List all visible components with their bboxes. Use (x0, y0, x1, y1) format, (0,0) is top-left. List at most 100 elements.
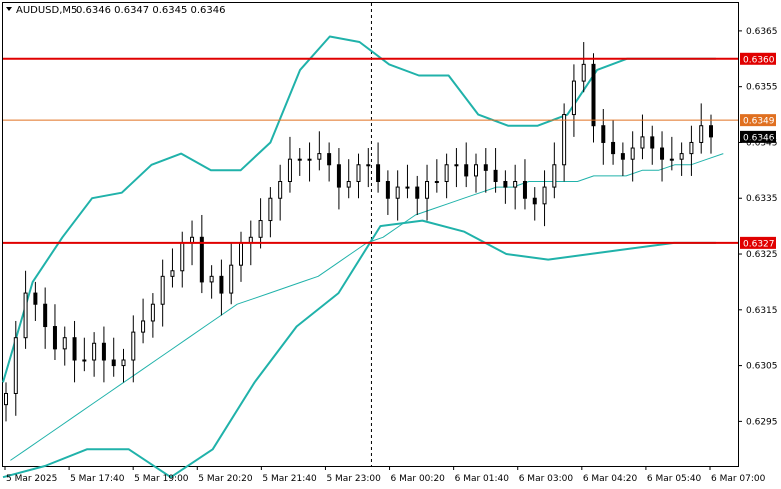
candle-body (562, 114, 567, 166)
candle-body (336, 164, 341, 188)
y-tick-label: 0.6345 (746, 138, 778, 148)
candle-body (219, 275, 224, 294)
price-level-tag (740, 236, 776, 249)
y-tick-label: 0.6365 (746, 27, 778, 37)
candle-body (307, 158, 312, 161)
x-tick-label: 5 Mar 21:40 (262, 474, 317, 484)
candle-body (650, 136, 655, 149)
x-tick-label: 5 Mar 20:20 (198, 474, 253, 484)
x-tick-label: 6 Mar 04:20 (583, 474, 638, 484)
candle-body (571, 80, 576, 116)
bollinger-lower-line (2, 219, 716, 479)
candle-body (709, 125, 713, 138)
x-tick-label: 6 Mar 00:20 (391, 474, 446, 484)
candle-body (346, 181, 351, 188)
candle-body (454, 164, 459, 167)
candle-body (82, 359, 87, 362)
candle-body (611, 141, 616, 155)
candle-body (581, 63, 586, 82)
x-tick-label: 5 Mar 19:00 (134, 474, 189, 484)
candle-body (297, 158, 302, 161)
candle-body (669, 158, 674, 161)
candle-body (591, 63, 596, 127)
candle-body (287, 158, 292, 183)
candle-body (356, 164, 361, 183)
candle-body (72, 337, 77, 361)
candle-body (640, 136, 645, 149)
candle-body (503, 181, 508, 188)
x-tick-label: 6 Mar 03:00 (519, 474, 574, 484)
candle-body (620, 153, 625, 160)
candle-body (444, 164, 449, 183)
candle-body (552, 164, 557, 188)
candle-body (630, 147, 635, 160)
candle-body (141, 320, 146, 333)
current-price-label: 0.6346 (743, 133, 775, 143)
candle-body (660, 147, 665, 160)
price-level-tag (740, 52, 776, 65)
candle-body (92, 342, 97, 361)
candle-body (121, 359, 126, 367)
candle-body (532, 197, 537, 205)
candle-body (493, 169, 498, 183)
y-tick-label: 0.6315 (746, 306, 778, 316)
current-price-tag (740, 130, 776, 143)
x-tick-label: 5 Mar 17:40 (70, 474, 125, 484)
candle-body (522, 181, 527, 199)
candle-body (268, 197, 273, 222)
candle-body (62, 337, 67, 350)
candle-body (209, 275, 214, 283)
candle-body (111, 359, 116, 367)
candle-body (170, 270, 175, 277)
ohlc-readout: 0.6346 0.6347 0.6345 0.6346 (76, 5, 226, 16)
candle-body (474, 164, 478, 177)
x-tick-label: 5 Mar 23:00 (326, 474, 381, 484)
candle-body (13, 337, 18, 394)
candle-body (395, 186, 400, 199)
bollinger-upper-line (2, 35, 716, 383)
candle-body (376, 164, 381, 183)
candle-body (689, 141, 694, 155)
plot-frame (2, 2, 739, 467)
candle-body (278, 181, 283, 199)
candle-body (131, 331, 136, 361)
triangle-down-icon[interactable] (6, 7, 12, 11)
price-level-label: 0.6349 (743, 117, 775, 127)
x-tick-label: 6 Mar 05:40 (647, 474, 702, 484)
y-tick-label: 0.6335 (746, 194, 778, 204)
symbol-label: AUDUSD,M5 (16, 5, 77, 16)
price-level-label: 0.6327 (743, 239, 775, 249)
candle-body (33, 292, 38, 305)
candle-body (513, 181, 518, 188)
candle-body (385, 181, 390, 199)
candle-body (239, 242, 243, 266)
y-tick-label: 0.6295 (746, 417, 778, 427)
x-tick-label: 6 Mar 01:40 (455, 474, 510, 484)
candle-body (434, 181, 439, 184)
candle-body (150, 303, 155, 322)
y-tick-label: 0.6355 (746, 83, 778, 93)
candle-body (43, 303, 48, 328)
y-tick-label: 0.6305 (746, 362, 778, 372)
candle-body (101, 342, 106, 361)
y-tick-label: 0.6325 (746, 250, 778, 260)
candle-body (180, 242, 185, 272)
candle-body (542, 186, 547, 205)
candle-body (405, 186, 410, 189)
candle-body (23, 292, 28, 339)
candle-body (483, 164, 488, 171)
x-tick-label: 5 Mar 2025 (6, 474, 57, 484)
candle-body (699, 125, 704, 143)
candle-body (425, 181, 430, 199)
x-tick-label: 6 Mar 07:00 (711, 474, 766, 484)
candle-body (464, 164, 469, 177)
candle-body (52, 326, 57, 350)
candle-body (258, 220, 263, 238)
candle-body (679, 153, 684, 160)
candle-body (229, 264, 234, 294)
candle-body (199, 236, 204, 283)
candle-body (160, 275, 165, 305)
candle-body (601, 125, 606, 143)
candle-body (317, 153, 322, 160)
